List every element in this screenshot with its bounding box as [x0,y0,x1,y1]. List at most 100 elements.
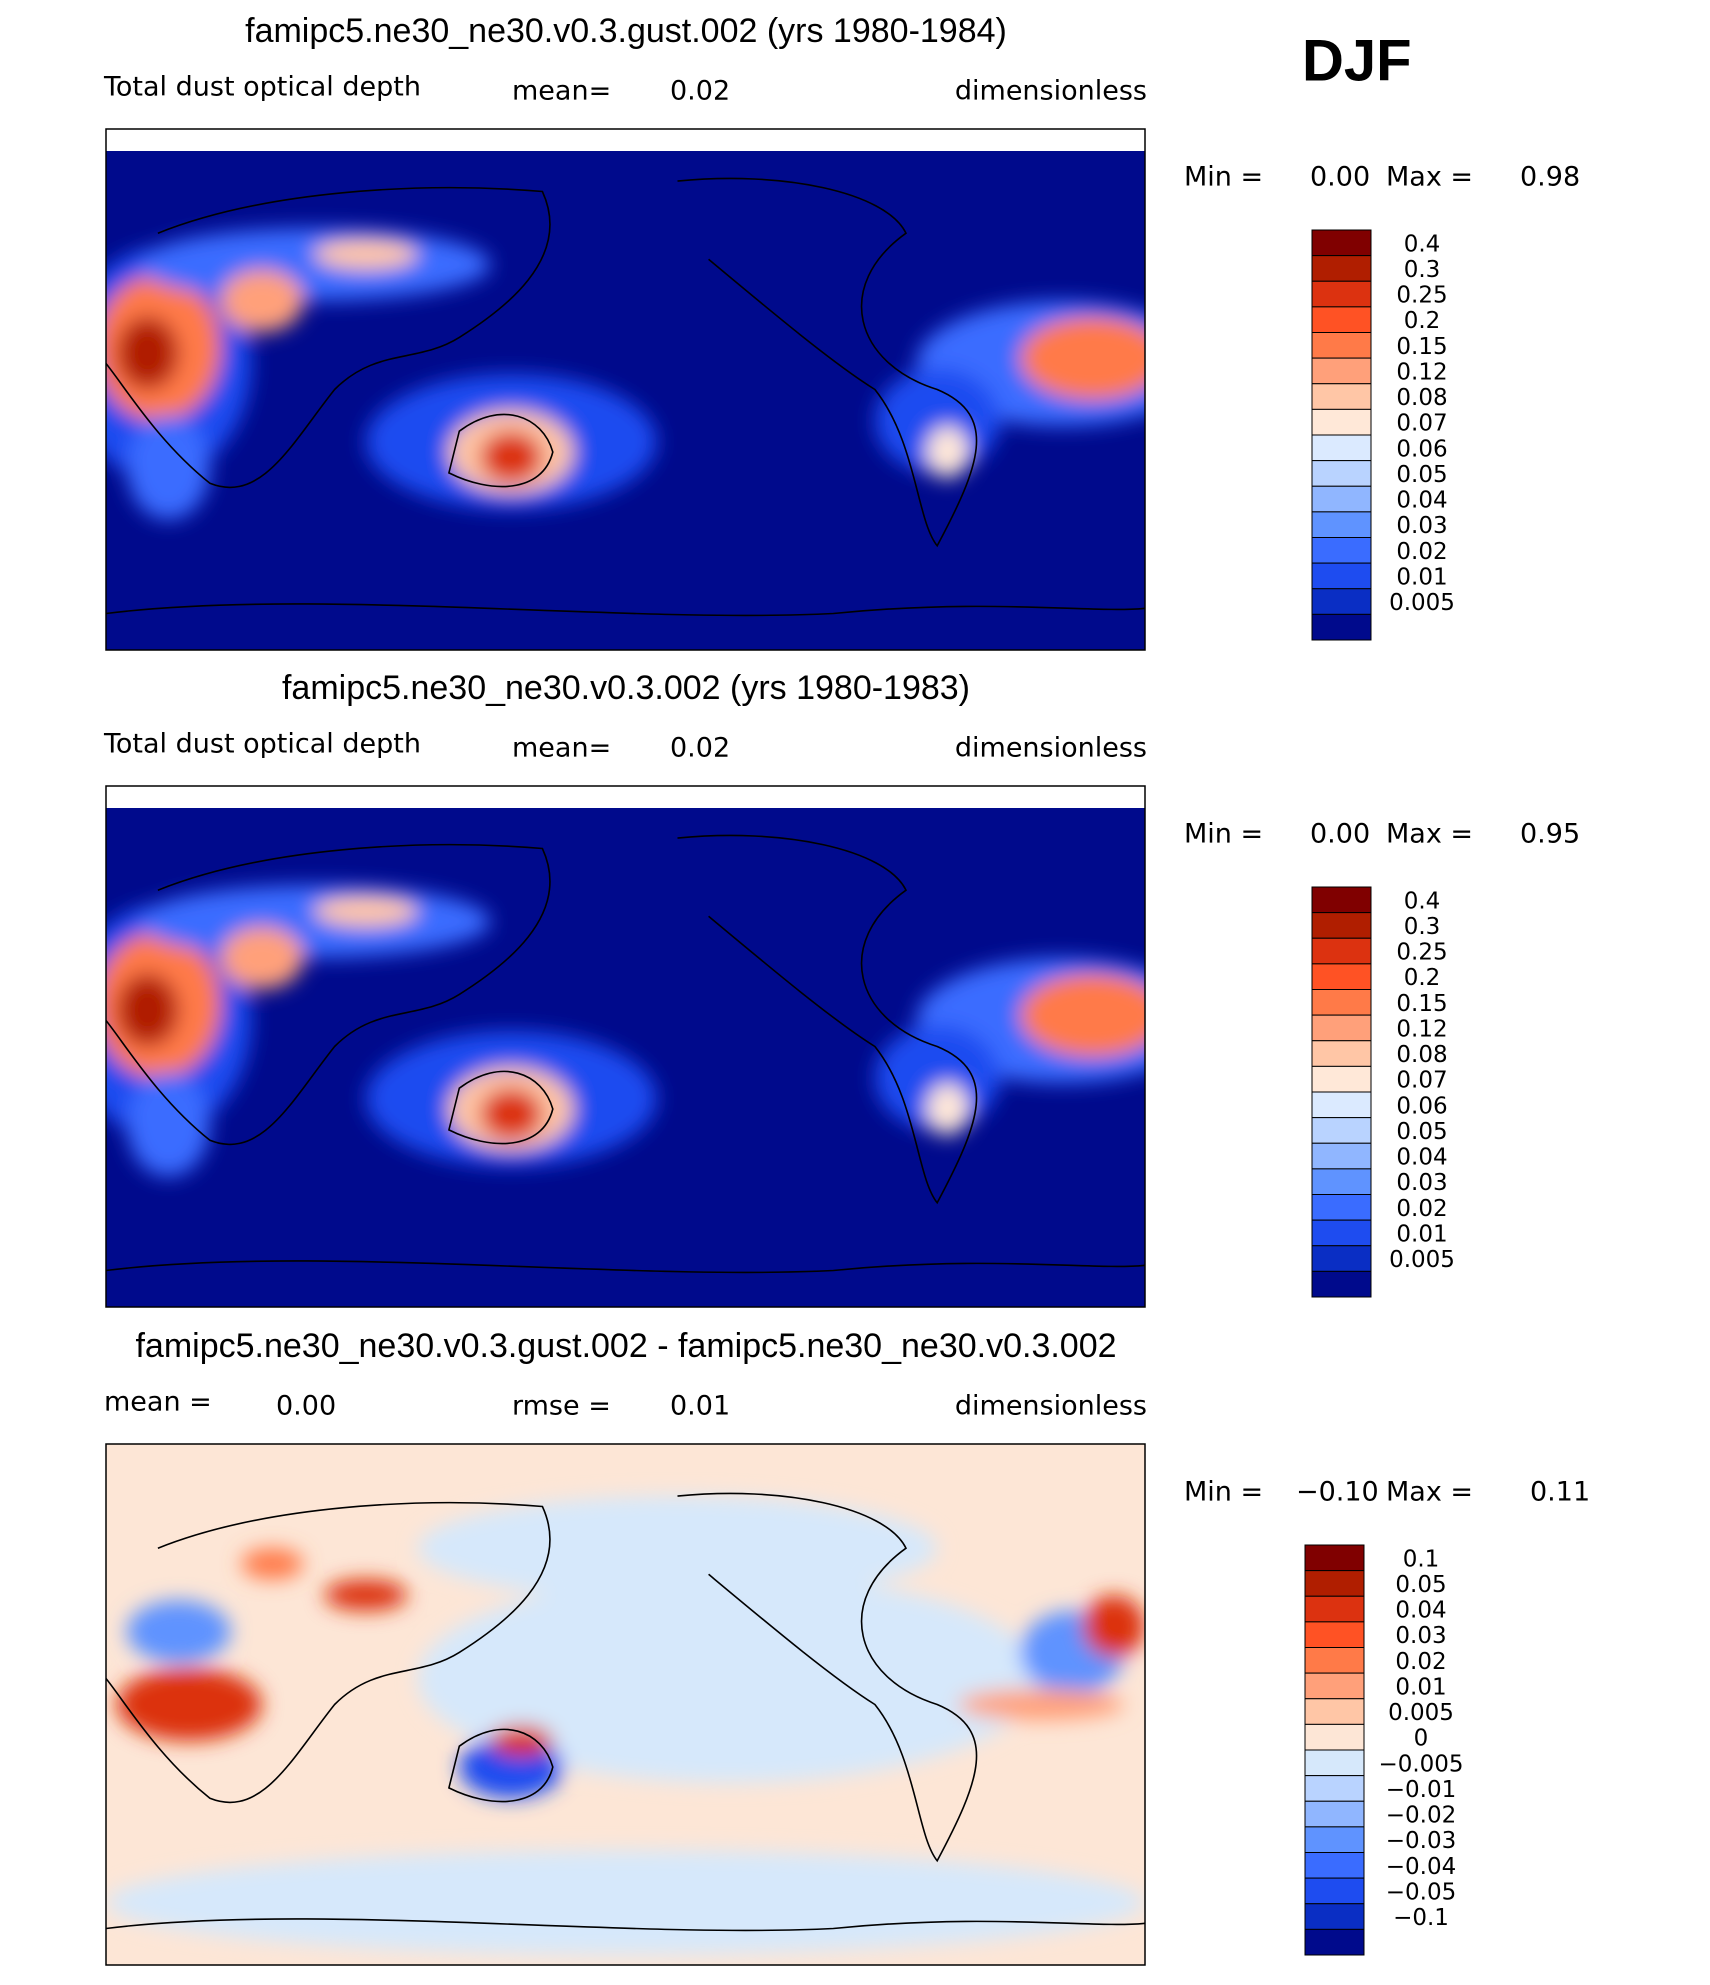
colorbar-label: 0.15 [1396,991,1447,1017]
colorbar-label: −0.04 [1386,1854,1456,1880]
colorbar-label: 0.03 [1396,513,1447,539]
colorbar-label: 0.04 [1396,488,1447,514]
field-blob [116,973,179,1047]
color-swatch [1311,1065,1372,1093]
colorbar-label: 0.005 [1389,1247,1455,1273]
subtitle-left: Total dust optical depth [103,72,421,103]
field-blob [324,1579,408,1611]
colorbar-label: 0.03 [1395,1623,1446,1649]
color-swatch [1304,1903,1365,1930]
map-frame [105,785,1146,1308]
color-swatch [1311,1014,1372,1042]
color-swatch [1311,408,1372,436]
colorbar-label: 0.3 [1404,914,1441,940]
color-swatch [1304,1570,1365,1597]
field-blob [480,431,543,484]
subtitle-left: Total dust optical depth [103,729,421,760]
min-value: −0.10 [1296,1477,1379,1508]
field-blob [874,1025,1000,1130]
colorbar-label: 0.05 [1395,1572,1446,1598]
field-blob [417,1496,938,1601]
color-swatch [1311,332,1372,359]
color-swatch [1311,460,1372,487]
map [106,129,1145,650]
subtitle-left: mean = [104,1387,212,1418]
stat-value: 0.02 [670,76,730,107]
color-swatch [1311,280,1372,308]
field-blob [926,425,969,479]
colorbar-label: 0.08 [1396,1042,1447,1068]
color-swatch [1304,1698,1365,1725]
field-blob [490,1725,553,1757]
coastline [447,413,554,488]
color-swatch [1304,1544,1365,1572]
color-swatch [1311,1117,1372,1144]
coastline [677,177,978,548]
color-swatch [1311,588,1372,615]
color-swatch [1304,1647,1365,1674]
color-swatch [1311,937,1372,965]
coastline [106,1260,1145,1274]
color-swatch [1311,912,1372,939]
stat-label: mean= [512,76,611,107]
map-frame [105,1443,1146,1966]
color-swatch [1311,1194,1372,1221]
color-swatch [1304,1852,1365,1879]
colorbar-label: 0.04 [1396,1145,1447,1171]
field-blob [926,1082,969,1136]
min-value: 0.00 [1310,162,1370,193]
colorbar-label: −0.01 [1386,1777,1456,1803]
color-swatch [1304,1826,1365,1853]
units: dimensionless [955,76,1147,107]
coastline [677,1492,978,1863]
stat-label: mean= [512,733,611,764]
colorbar-label: 0.25 [1396,940,1447,966]
field-blob [137,884,491,958]
color-swatch [1311,1040,1372,1067]
colorbar-label: 0.05 [1396,1119,1447,1145]
colorbar-label: 0.04 [1395,1598,1446,1624]
stat-value: 0.02 [670,733,730,764]
coastline [106,186,551,489]
colorbar-label: 0.1 [1403,1546,1440,1572]
colorbar-label: 0.05 [1396,462,1447,488]
color-swatch [1311,537,1372,564]
coastline [106,603,1145,617]
color-swatch [1304,1928,1365,1956]
colorbar-label: 0.06 [1396,1093,1447,1119]
colorbar-label: 0.12 [1396,359,1447,385]
max-value: 0.95 [1520,819,1580,850]
max-value: 0.11 [1530,1477,1590,1508]
colorbar-label: 0.15 [1396,334,1447,360]
coastline [447,1728,554,1803]
colorbar-label: 0.03 [1396,1170,1447,1196]
map-field [106,227,1145,520]
colorbar-label: 0.005 [1389,590,1455,616]
coastline [447,1070,554,1145]
color-swatch [1311,511,1372,538]
season-label: DJF [1302,28,1412,93]
color-swatch [1304,1672,1365,1700]
max-label: Max = [1386,819,1473,850]
color-swatch [1311,485,1372,513]
stat-label: rmse = [512,1391,611,1422]
field-blob [417,1574,1042,1783]
field-blob [106,1850,1145,1955]
color-swatch [1304,1595,1365,1623]
colorbar-label: 0.01 [1396,564,1447,590]
colorbar-label: −0.03 [1386,1828,1456,1854]
missing-band [106,786,1145,808]
color-swatch [1304,1749,1365,1777]
map-field [106,884,1145,1177]
color-swatch [1311,963,1372,990]
color-swatch [1311,229,1372,257]
colorbar-label: 0.12 [1396,1016,1447,1042]
max-label: Max = [1386,1477,1473,1508]
colorbar-label: −0.1 [1393,1905,1449,1931]
color-swatch [1311,1219,1372,1247]
field-blob [126,1072,210,1177]
panel-title: famipc5.ne30_ne30.v0.3.gust.002 (yrs 198… [245,12,1007,50]
colorbar-label: 0.07 [1396,411,1447,437]
colorbar-label: 0.06 [1396,436,1447,462]
